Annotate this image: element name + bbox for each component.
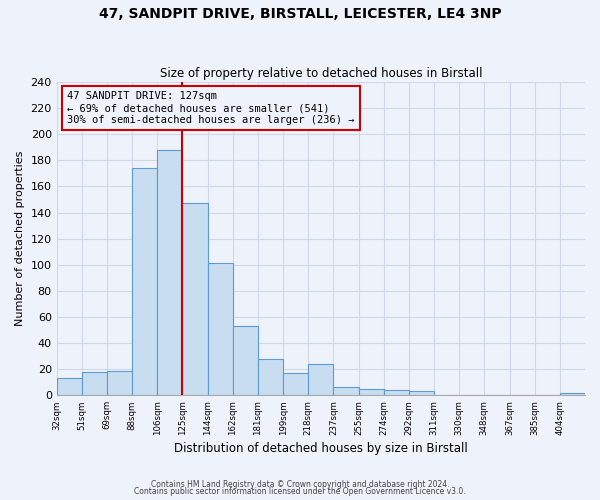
Bar: [56, 378, 82, 396]
Bar: [384, 390, 409, 396]
Bar: [560, 392, 585, 396]
Bar: [283, 373, 308, 396]
Bar: [157, 150, 182, 396]
Bar: [132, 168, 157, 396]
Text: Contains public sector information licensed under the Open Government Licence v3: Contains public sector information licen…: [134, 487, 466, 496]
Bar: [258, 359, 283, 396]
X-axis label: Distribution of detached houses by size in Birstall: Distribution of detached houses by size …: [174, 442, 468, 455]
Text: Contains HM Land Registry data © Crown copyright and database right 2024.: Contains HM Land Registry data © Crown c…: [151, 480, 449, 489]
Bar: [107, 370, 132, 396]
Text: 47 SANDPIT DRIVE: 127sqm
← 69% of detached houses are smaller (541)
30% of semi-: 47 SANDPIT DRIVE: 127sqm ← 69% of detach…: [67, 92, 355, 124]
Bar: [308, 364, 334, 396]
Bar: [208, 264, 233, 396]
Title: Size of property relative to detached houses in Birstall: Size of property relative to detached ho…: [160, 66, 482, 80]
Bar: [82, 372, 107, 396]
Bar: [182, 204, 208, 396]
Bar: [233, 326, 258, 396]
Bar: [409, 392, 434, 396]
Bar: [359, 389, 384, 396]
Bar: [334, 388, 359, 396]
Y-axis label: Number of detached properties: Number of detached properties: [15, 151, 25, 326]
Text: 47, SANDPIT DRIVE, BIRSTALL, LEICESTER, LE4 3NP: 47, SANDPIT DRIVE, BIRSTALL, LEICESTER, …: [98, 8, 502, 22]
